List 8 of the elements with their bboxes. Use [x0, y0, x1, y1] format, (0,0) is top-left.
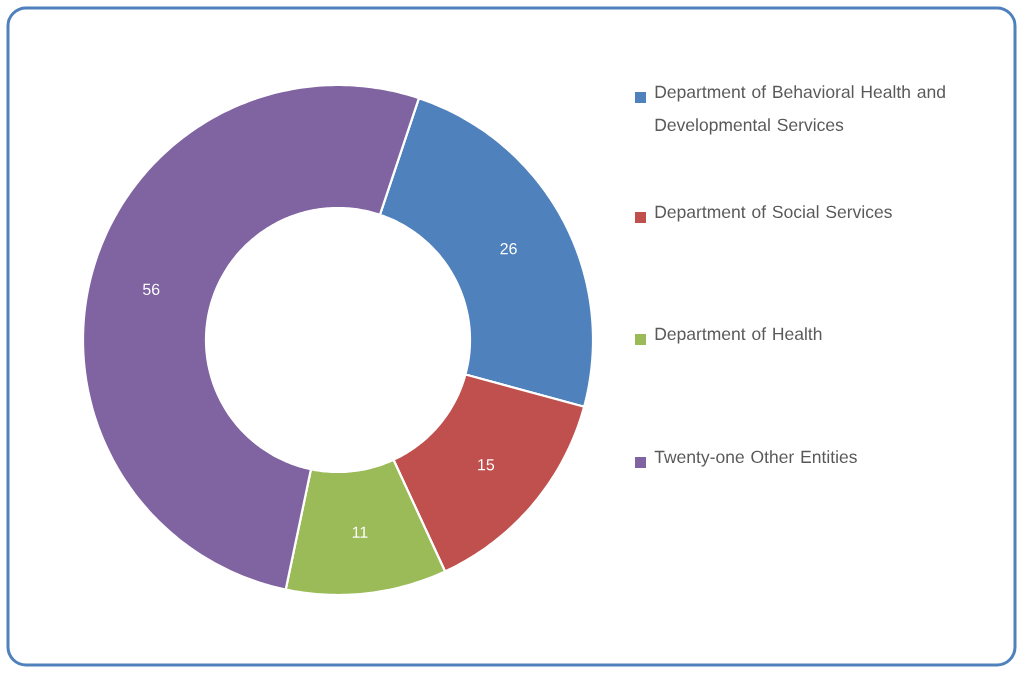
legend-label: Department of Social Services: [655, 205, 892, 222]
data-label: 15: [478, 459, 495, 471]
data-label: 26: [500, 243, 517, 255]
data-label: 11: [352, 526, 368, 538]
legend-label: Department of Health: [655, 327, 822, 344]
data-label: 56: [142, 283, 160, 296]
legend-label: Twenty-one Other Entities: [654, 450, 857, 467]
legend-label: Department of Behavioral Health and Developmental Services: [655, 85, 945, 135]
